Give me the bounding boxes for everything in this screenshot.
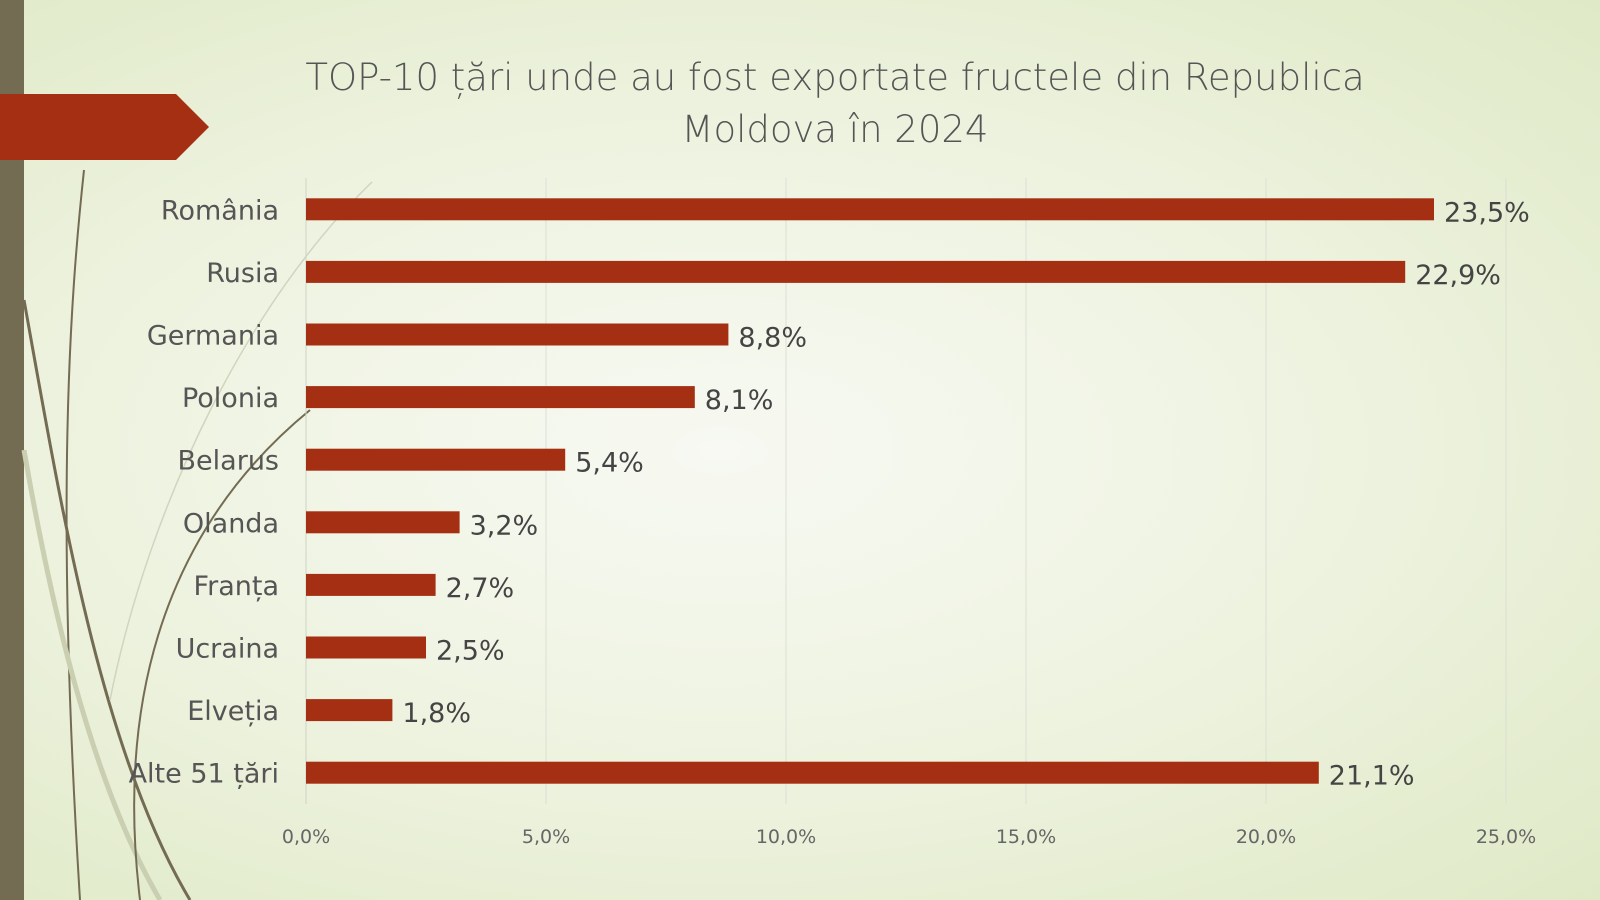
data-label: 2,7% [446,573,515,604]
data-label: 22,9% [1415,260,1501,291]
bar [306,386,695,409]
x-tick-label: 10,0% [756,826,816,848]
category-label: România [161,195,279,226]
data-label: 23,5% [1444,197,1530,228]
x-tick-label: 5,0% [522,826,570,848]
category-label: Ucraina [176,634,279,665]
category-label: Polonia [182,383,279,414]
data-label: 3,2% [470,510,539,541]
x-tick-label: 25,0% [1476,826,1536,848]
data-label: 5,4% [575,448,644,479]
data-label: 8,8% [738,323,807,354]
data-label: 1,8% [402,698,471,729]
bar [306,260,1406,283]
bar [306,573,436,596]
category-label: Elveția [187,696,279,727]
data-label: 21,1% [1329,761,1415,792]
bar [306,636,426,659]
bar [306,699,393,722]
data-label: 2,5% [436,636,505,667]
category-label: Alte 51 țări [129,759,279,790]
category-label: Rusia [206,258,279,289]
x-tick-label: 0,0% [282,826,330,848]
chart-title-line-2: Moldova în 2024 [681,108,989,151]
chart-title-line-1: TOP-10 țări unde au fost exportate fruct… [305,56,1365,99]
category-label: Franța [194,571,279,602]
bar [306,448,566,471]
category-label: Belarus [178,446,279,477]
bar [306,198,1434,221]
bar [306,323,729,346]
data-label: 8,1% [705,385,774,416]
title-arrow-shape [0,94,209,160]
x-tick-label: 20,0% [1236,826,1296,848]
x-tick-label: 15,0% [996,826,1056,848]
chart-title: TOP-10 țări unde au fost exportate fruct… [250,52,1420,156]
bar [306,511,460,534]
category-label: Germania [147,321,279,352]
bar [306,761,1319,784]
category-label: Olanda [183,508,279,539]
